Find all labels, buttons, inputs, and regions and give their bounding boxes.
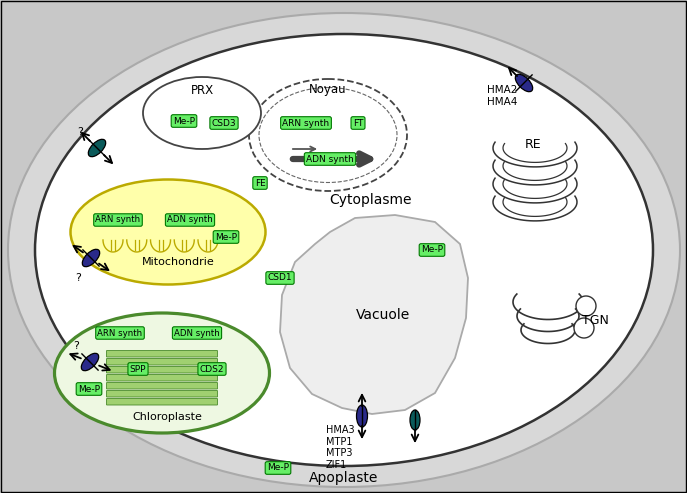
Text: ARN synth: ARN synth — [98, 328, 143, 338]
Ellipse shape — [82, 249, 100, 267]
FancyBboxPatch shape — [106, 390, 218, 397]
FancyBboxPatch shape — [106, 398, 218, 405]
Ellipse shape — [89, 140, 106, 157]
Ellipse shape — [35, 34, 653, 466]
Text: Vacuole: Vacuole — [356, 308, 410, 322]
Text: Me-P: Me-P — [421, 246, 443, 254]
Text: ARN synth: ARN synth — [282, 118, 330, 128]
Text: CSD1: CSD1 — [268, 274, 292, 282]
Text: Cytoplasme: Cytoplasme — [329, 193, 412, 207]
Ellipse shape — [8, 13, 680, 487]
FancyBboxPatch shape — [106, 366, 218, 373]
Text: Me-P: Me-P — [78, 385, 100, 393]
Ellipse shape — [81, 353, 99, 371]
Text: ?: ? — [77, 127, 83, 137]
Ellipse shape — [249, 79, 407, 191]
Ellipse shape — [259, 87, 397, 182]
Text: Me-P: Me-P — [267, 463, 289, 472]
Text: CDS2: CDS2 — [200, 364, 224, 374]
Polygon shape — [280, 215, 468, 414]
Text: ?: ? — [75, 273, 81, 283]
Text: TGN: TGN — [582, 314, 609, 326]
Text: RE: RE — [525, 138, 541, 150]
FancyBboxPatch shape — [106, 383, 218, 389]
Text: Apoplaste: Apoplaste — [309, 471, 379, 485]
Circle shape — [576, 296, 596, 316]
Text: ADN synth: ADN synth — [167, 215, 213, 224]
Ellipse shape — [515, 74, 532, 92]
Ellipse shape — [71, 179, 265, 284]
Text: CSD3: CSD3 — [212, 118, 236, 128]
Ellipse shape — [143, 77, 261, 149]
Text: PRX: PRX — [190, 84, 214, 98]
Text: HMA3
MTP1
MTP3
ZIF1: HMA3 MTP1 MTP3 ZIF1 — [326, 425, 354, 470]
Text: Mitochondrie: Mitochondrie — [142, 257, 214, 267]
Text: Chloroplaste: Chloroplaste — [132, 412, 202, 422]
Text: ARN synth: ARN synth — [95, 215, 141, 224]
Text: SPP: SPP — [130, 364, 146, 374]
Text: Noyau: Noyau — [309, 82, 347, 96]
Ellipse shape — [410, 410, 420, 430]
Ellipse shape — [357, 405, 368, 427]
FancyBboxPatch shape — [106, 351, 218, 357]
Circle shape — [574, 318, 594, 338]
Text: HMA2
HMA4: HMA2 HMA4 — [487, 85, 517, 107]
Text: FE: FE — [255, 178, 265, 187]
Text: FT: FT — [353, 118, 363, 128]
Text: Me-P: Me-P — [215, 233, 237, 242]
Ellipse shape — [54, 313, 269, 433]
Text: Me-P: Me-P — [173, 116, 195, 126]
FancyBboxPatch shape — [106, 358, 218, 365]
Text: ?: ? — [73, 341, 79, 351]
Text: ADN synth: ADN synth — [306, 154, 354, 164]
Text: ADN synth: ADN synth — [174, 328, 220, 338]
FancyBboxPatch shape — [106, 375, 218, 381]
